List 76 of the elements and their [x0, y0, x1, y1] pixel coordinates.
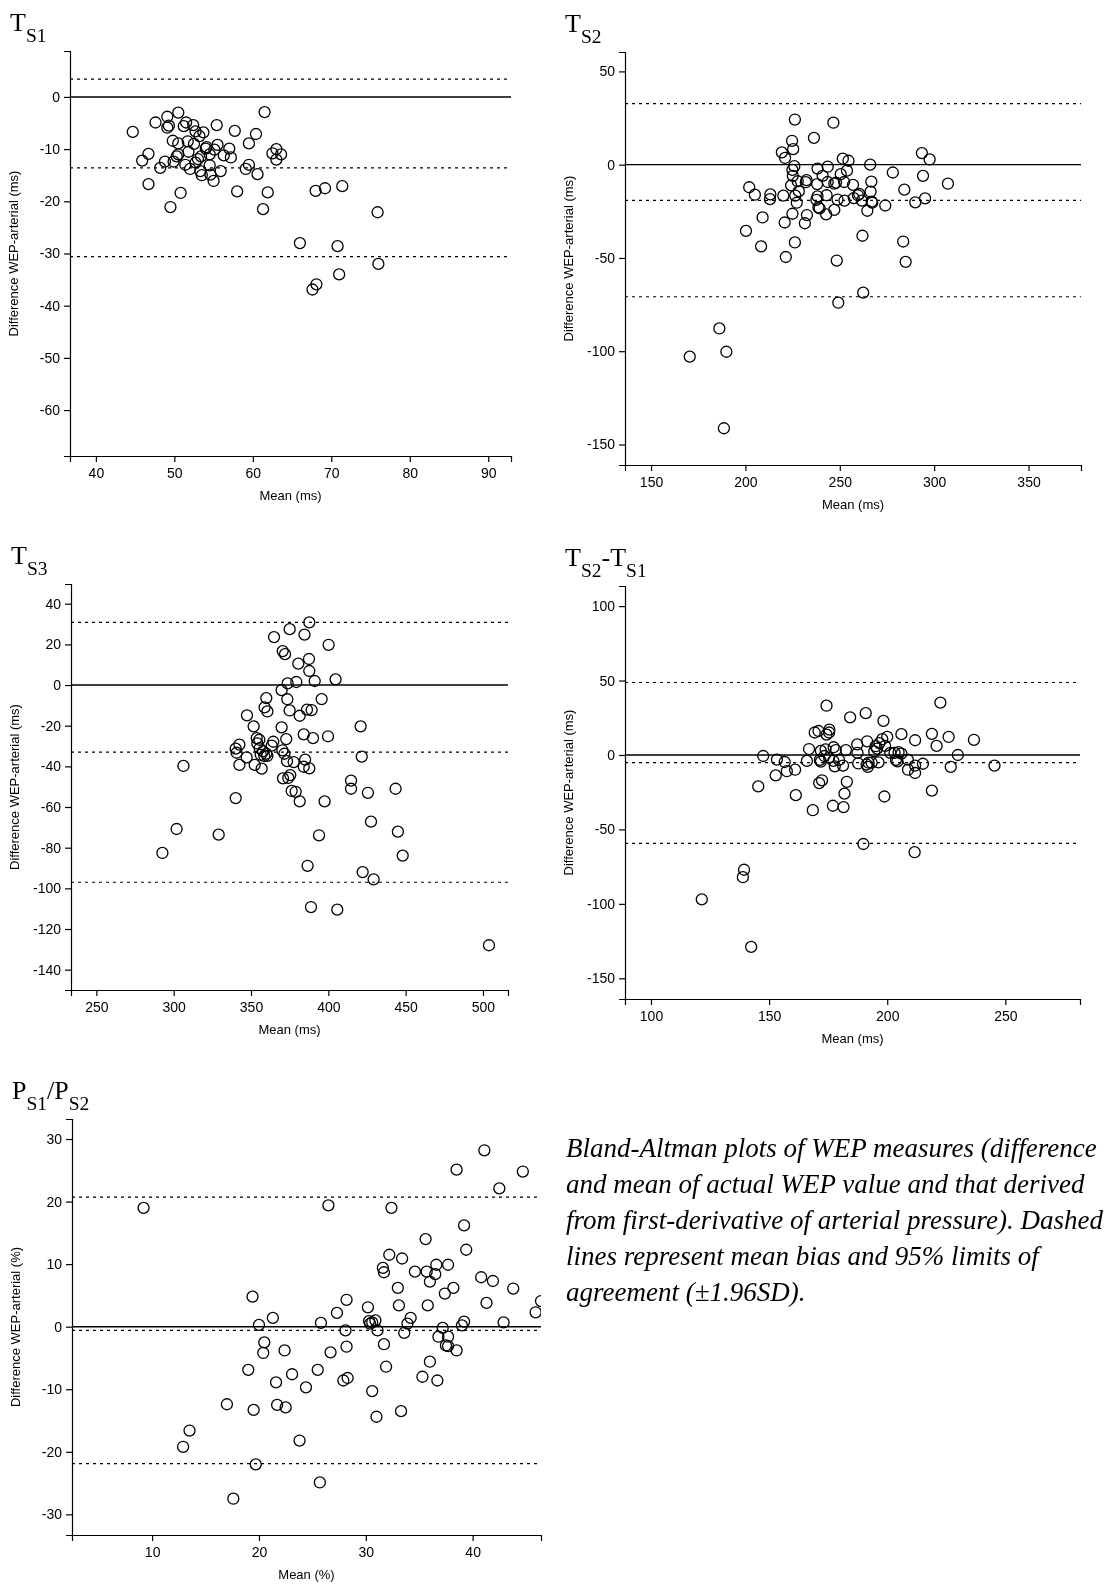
y-tick-label: 20: [46, 1193, 63, 1210]
y-tick-label: -120: [32, 920, 62, 937]
y-tick-label: -80: [40, 839, 62, 856]
y-tick-label: -150: [586, 436, 616, 453]
x-tick-label: 400: [317, 998, 341, 1015]
x-tick-label: 50: [167, 464, 183, 481]
x-tick-label: 250: [994, 1007, 1018, 1024]
x-axis-title: Mean (ms): [821, 497, 885, 512]
y-tick-label: 50: [599, 63, 616, 80]
x-tick-label: 90: [480, 464, 497, 481]
x-tick-label: 200: [734, 473, 758, 490]
y-tick-label: -30: [39, 245, 61, 262]
y-tick-label: -100: [586, 895, 616, 912]
y-axis-title: Difference WEP-arterial (ms): [6, 170, 21, 337]
y-axis-title: Difference WEP-arterial (ms): [561, 175, 576, 342]
x-axis-title: Mean (%): [278, 1567, 335, 1582]
y-tick-label: 0: [52, 88, 61, 105]
x-tick-label: 350: [1017, 473, 1041, 490]
y-tick-label: -100: [586, 343, 616, 360]
y-tick-label: -10: [41, 1381, 63, 1398]
y-tick-label: -50: [39, 349, 61, 366]
y-tick-label: 0: [607, 746, 616, 763]
x-tick-label: 300: [162, 998, 187, 1015]
x-tick-label: 40: [465, 1543, 482, 1560]
x-tick-label: 350: [239, 998, 264, 1015]
y-tick-label: -30: [41, 1506, 63, 1523]
y-tick-label: 20: [45, 636, 62, 653]
y-tick-label: -60: [40, 799, 62, 816]
chart-title: P$_{S1}$/P$_{S2}$: [12, 1076, 90, 1114]
x-tick-label: 80: [402, 464, 419, 481]
x-tick-label: 200: [876, 1007, 900, 1024]
x-tick-label: 450: [394, 998, 419, 1015]
x-tick-label: 150: [757, 1007, 782, 1024]
x-tick-label: 100: [639, 1007, 664, 1024]
x-tick-label: 60: [245, 464, 262, 481]
x-tick-label: 150: [639, 473, 664, 490]
chart-title: T$_{S2}$: [565, 9, 602, 47]
x-tick-label: 500: [471, 998, 496, 1015]
y-tick-label: -140: [32, 961, 62, 978]
x-tick-label: 30: [358, 1543, 375, 1560]
x-tick-label: 40: [88, 464, 105, 481]
chart-title: T$_{S1}$: [10, 8, 47, 46]
chart-title: T$_{S3}$: [11, 541, 48, 579]
x-tick-label: 20: [251, 1543, 268, 1560]
x-tick-label: 70: [324, 464, 340, 481]
text: Bland-Altman plots of WEP measures (difference and mean of actual WEP value and that derived from first-derivative of arterial pressure). Dashed lines represent mean bias and 95% limits of agreement (±1.96SD).: [566, 1132, 1104, 1309]
y-axis-title: Difference WEP-arterial (%): [8, 1246, 23, 1408]
y-tick-label: -20: [39, 193, 61, 210]
x-tick-label: 250: [85, 998, 109, 1015]
y-tick-label: -50: [594, 821, 616, 838]
chart-title: T$_{S2}$-T$_{S1}$: [565, 543, 647, 581]
x-tick-label: 300: [922, 473, 947, 490]
y-tick-label: 10: [46, 1256, 63, 1273]
y-tick-label: -50: [594, 249, 616, 266]
y-tick-label: 100: [591, 598, 616, 615]
x-axis-title: Mean (ms): [259, 488, 322, 503]
y-tick-label: 0: [607, 156, 616, 173]
y-tick-label: -60: [39, 402, 61, 419]
y-tick-label: -100: [32, 880, 62, 897]
y-tick-label: 0: [53, 677, 62, 694]
x-tick-label: 10: [144, 1543, 161, 1560]
y-tick-label: 40: [45, 595, 62, 612]
y-tick-label: -10: [39, 141, 61, 158]
y-tick-label: -150: [586, 970, 616, 987]
y-tick-label: 0: [54, 1318, 63, 1335]
y-tick-label: -40: [39, 297, 61, 314]
x-axis-title: Mean (ms): [821, 1031, 884, 1046]
y-axis-title: Difference WEP-arterial (ms): [561, 709, 576, 876]
x-tick-label: 250: [828, 473, 853, 490]
y-tick-label: -40: [40, 758, 62, 775]
y-tick-label: -20: [40, 717, 62, 734]
y-tick-label: 50: [599, 672, 616, 689]
y-tick-label: -20: [41, 1443, 63, 1460]
x-axis-title: Mean (ms): [258, 1022, 321, 1037]
y-axis-title: Difference WEP-arterial (ms): [7, 704, 22, 870]
y-tick-label: 30: [46, 1131, 63, 1147]
